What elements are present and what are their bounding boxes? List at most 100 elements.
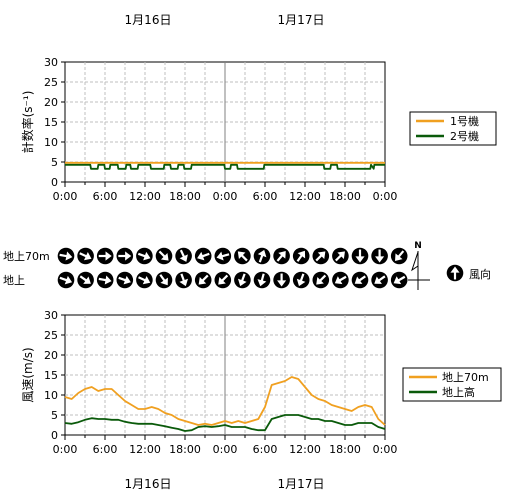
- wind-y-tick-label: 25: [44, 329, 58, 342]
- count-x-tick-label: 0:00: [373, 190, 398, 203]
- wind-legend-label-70m: 地上70m: [442, 371, 489, 384]
- wind-direction-arrow-icon: [57, 247, 75, 265]
- date-label-top-day2: 1月17日: [278, 13, 325, 27]
- count-chart-legend: 1号機 2号機: [409, 111, 497, 146]
- count-x-tick-label: 6:00: [93, 190, 118, 203]
- wind-chart-y-ticks: 0 5 10 15 20 25 30: [44, 309, 65, 442]
- wind-direction-arrow-icon: [175, 271, 192, 289]
- north-label: N: [414, 241, 422, 251]
- wind-series-line-2: [64, 414, 386, 432]
- wind-direction-arrow-icon: [77, 271, 94, 289]
- date-label-bottom-day2: 1月17日: [278, 477, 325, 491]
- count-x-tick-label: 12:00: [289, 190, 321, 203]
- count-series-line-2: [65, 163, 385, 170]
- count-x-tick-label: 18:00: [169, 190, 201, 203]
- wind-direction-arrow-icon: [194, 271, 212, 289]
- count-legend-box: [409, 111, 497, 146]
- count-x-tick-label: 0:00: [53, 190, 78, 203]
- wind-direction-row-ground: [57, 271, 408, 289]
- wind-x-tick-label: 6:00: [253, 443, 278, 456]
- wind-direction-arrow-icon: [371, 271, 388, 289]
- wind-x-tick-label: 12:00: [129, 443, 161, 456]
- count-x-tick-label: 6:00: [253, 190, 278, 203]
- count-y-tick-label: 20: [44, 96, 58, 109]
- wind-x-tick-label: 6:00: [93, 443, 118, 456]
- wind-direction-arrow-icon: [253, 271, 271, 289]
- wind-direction-arrow-icon: [214, 271, 232, 289]
- wind-direction-arrow-icon: [292, 271, 310, 289]
- wind-x-tick-label: 18:00: [169, 443, 201, 456]
- count-y-tick-label: 30: [44, 56, 58, 69]
- wind-direction-arrow-icon: [116, 247, 134, 265]
- wind-direction-legend-label: 風向: [469, 267, 491, 281]
- wind-direction-arrow-icon: [155, 271, 173, 289]
- wind-direction-row-label-ground: 地上: [3, 274, 25, 287]
- wind-x-tick-label: 0:00: [53, 443, 78, 456]
- wind-direction-arrow-icon: [194, 247, 212, 265]
- wind-direction-arrow-icon: [312, 271, 330, 289]
- count-y-tick-label: 5: [51, 156, 58, 169]
- count-x-tick-label: 12:00: [129, 190, 161, 203]
- wind-direction-arrow-icon: [390, 247, 408, 265]
- wind-direction-legend-icon: [446, 264, 464, 282]
- wind-direction-arrow-icon: [292, 247, 310, 265]
- wind-direction-arrow-icon: [136, 271, 153, 289]
- wind-direction-arrow-icon: [96, 247, 114, 265]
- count-rate-chart: 0 5 10 15 20 25 30 0:00 6:00 12:00 18:00 0:00 6:00 1…: [20, 56, 397, 203]
- wind-chart-legend: 地上70m 地上高: [402, 367, 502, 402]
- wind-direction-arrow-icon: [57, 271, 75, 289]
- wind-direction-arrow-icon: [332, 271, 349, 289]
- north-compass-icon: N: [408, 241, 430, 290]
- wind-y-tick-label: 5: [51, 409, 58, 422]
- wind-speed-chart: 0 5 10 15 20 25 30 0:00 6:00 12:00 18:00 0:00 6:00 1…: [21, 309, 397, 456]
- wind-x-tick-label: 12:00: [289, 443, 321, 456]
- wind-x-tick-label: 0:00: [213, 443, 238, 456]
- wind-legend-label-ground: 地上高: [442, 385, 475, 399]
- wind-direction-arrow-icon: [312, 247, 330, 265]
- wind-direction-arrow-icon: [332, 247, 349, 265]
- wind-chart-grid: [65, 315, 385, 435]
- count-x-tick-label: 0:00: [213, 190, 238, 203]
- wind-direction-arrow-icon: [155, 247, 173, 265]
- wind-y-tick-label: 10: [44, 389, 58, 402]
- wind-direction-arrow-icon: [371, 247, 388, 265]
- date-label-bottom-day1: 1月16日: [125, 477, 172, 491]
- wind-direction-arrow-icon: [136, 247, 153, 265]
- wind-direction-arrow-icon: [234, 271, 251, 289]
- count-chart-y-axis-label: 計数率(s⁻¹): [20, 91, 35, 154]
- wind-chart-series: [64, 376, 386, 432]
- wind-legend-box: [402, 367, 502, 402]
- wind-direction-row-label-70m: 地上70m: [3, 250, 50, 263]
- wind-direction-arrow-icon: [351, 271, 369, 289]
- wind-direction-arrow-icon: [214, 247, 232, 265]
- wind-series-line-1: [64, 376, 386, 426]
- count-chart-series: [65, 161, 385, 170]
- wind-direction-arrow-icon: [390, 271, 408, 289]
- wind-direction-arrow-icon: [446, 264, 464, 282]
- wind-direction-legend: 風向: [446, 264, 491, 282]
- count-y-tick-label: 25: [44, 76, 58, 89]
- date-label-top-day1: 1月16日: [125, 13, 172, 27]
- wind-x-tick-label: 0:00: [373, 443, 398, 456]
- count-chart-y-ticks: 0 5 10 15 20 25 30: [44, 56, 65, 189]
- count-y-tick-label: 0: [51, 176, 58, 189]
- wind-direction-arrow-icon: [273, 247, 290, 265]
- count-y-tick-label: 10: [44, 136, 58, 149]
- wind-y-tick-label: 30: [44, 309, 58, 322]
- wind-chart-x-ticks: 0:00 6:00 12:00 18:00 0:00 6:00 12:00 18:00 0:00: [53, 435, 398, 456]
- count-y-tick-label: 15: [44, 116, 58, 129]
- count-chart-x-ticks: 0:00 6:00 12:00 18:00 0:00 6:00 12:00 18:00 0:00: [53, 182, 398, 203]
- count-x-tick-label: 18:00: [329, 190, 361, 203]
- count-legend-label-unit2: 2号機: [450, 129, 479, 143]
- wind-y-tick-label: 0: [51, 429, 58, 442]
- wind-direction-arrow-icon: [96, 271, 114, 289]
- wind-y-tick-label: 15: [44, 369, 58, 382]
- wind-x-tick-label: 18:00: [329, 443, 361, 456]
- wind-direction-panel: 地上70m 地上: [3, 247, 408, 289]
- wind-chart-y-axis-label: 風速(m/s): [21, 347, 35, 402]
- wind-direction-arrow-icon: [116, 271, 134, 289]
- wind-direction-arrow-icon: [175, 247, 192, 265]
- wind-direction-arrow-icon: [273, 271, 290, 289]
- wind-direction-arrow-icon: [253, 247, 271, 265]
